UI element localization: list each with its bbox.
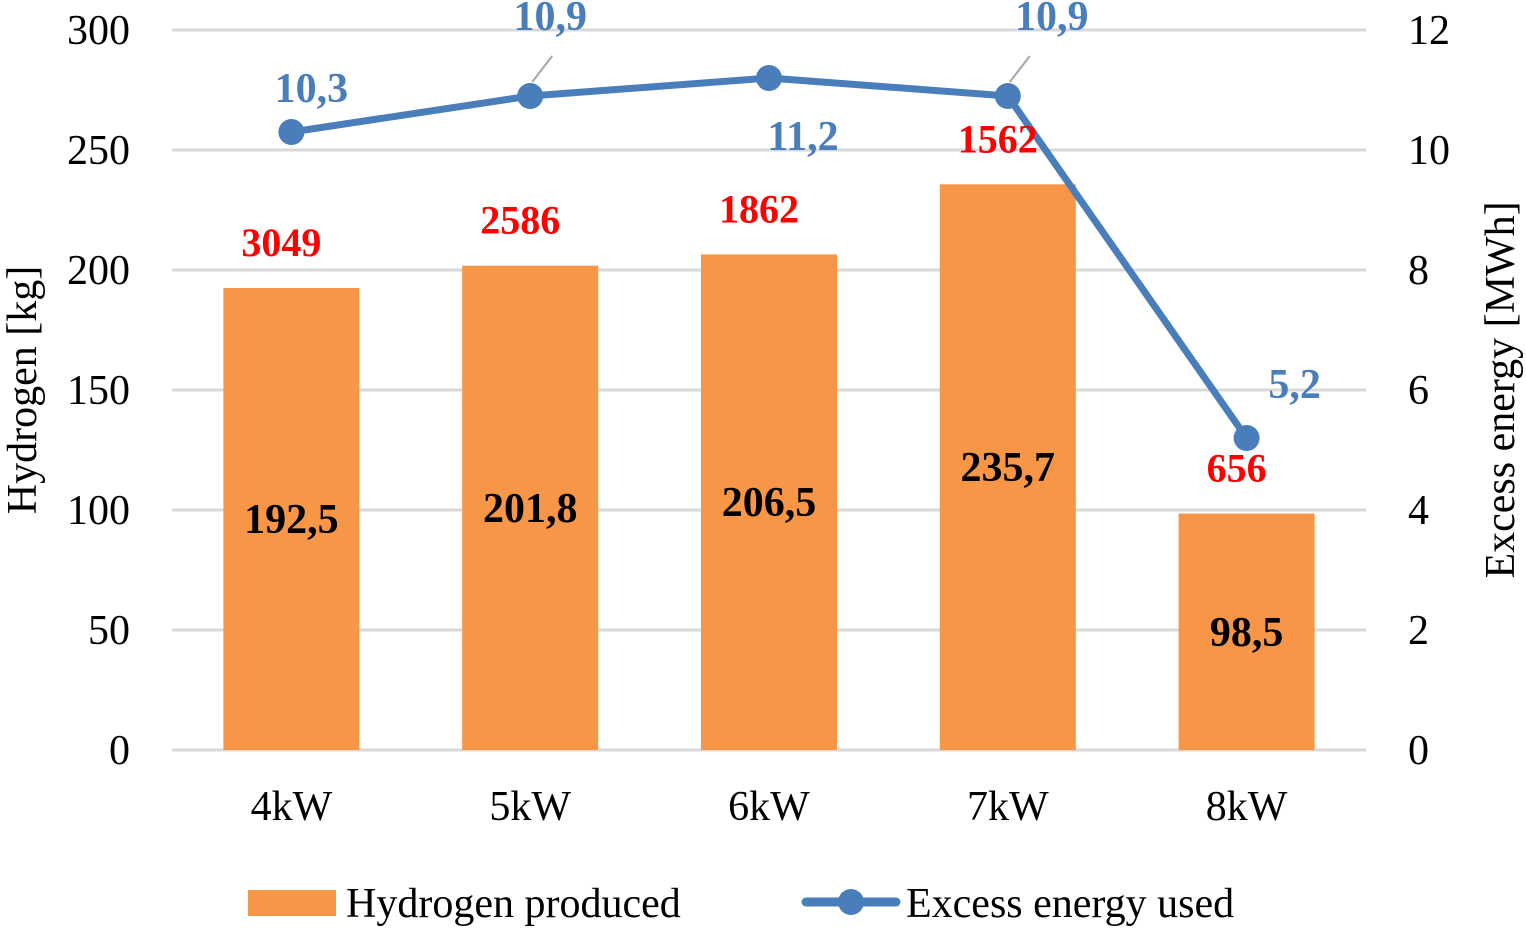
line-value-label: 10,9 [513,0,587,40]
x-axis-ticks: 4kW 5kW 6kW 7kW 8kW [251,784,1288,830]
bar [1178,513,1315,750]
bar [939,184,1076,750]
x-tick-label: 6kW [728,784,810,830]
y2-tick-label: 2 [1408,608,1429,654]
y2-tick-label: 0 [1408,728,1429,774]
legend-label-excess: Excess energy used [906,881,1234,927]
line-series [278,65,1260,451]
y-tick-label: 300 [67,8,130,54]
bar-value-label: 206,5 [722,480,817,526]
bars [223,184,1315,750]
bar-value-label: 235,7 [961,445,1056,491]
y2-tick-label: 4 [1408,488,1429,534]
legend-label-hydrogen: Hydrogen produced [346,881,681,927]
bar [223,288,360,750]
line-value-label: 10,9 [1015,0,1089,40]
left-axis-ticks: 0 50 100 150 200 250 300 [67,8,130,774]
bar-top-annotation: 656 [1207,446,1267,491]
bar [462,265,599,750]
excess-energy-point [756,65,782,91]
legend-swatch-excess-marker [838,889,864,915]
line-value-label: 5,2 [1268,362,1321,408]
y-axis-title: Hydrogen [kg] [0,266,46,514]
bar-top-annotation: 1562 [958,116,1038,161]
data-labels: 192,5 3049 201,8 2586 206,5 1862 235,7 1562 98,5… [241,0,1320,656]
line-value-label: 10,3 [275,66,349,112]
x-tick-label: 5kW [489,784,571,830]
y2-tick-label: 12 [1408,8,1450,54]
legend: Hydrogen produced Excess energy used [248,881,1234,927]
excess-energy-point [1233,425,1260,451]
y2-tick-label: 8 [1408,248,1429,294]
right-axis-ticks: 0 2 4 6 8 10 12 [1408,8,1450,774]
excess-energy-point [994,83,1021,109]
label-leader-line [531,55,553,83]
bar-value-label: 192,5 [244,497,339,543]
line-value-label: 11,2 [767,114,838,160]
x-tick-label: 4kW [251,784,333,830]
y-tick-label: 150 [67,368,130,414]
y2-tick-label: 6 [1408,368,1429,414]
excess-energy-point [517,83,544,109]
y-tick-label: 250 [67,128,130,174]
y-tick-label: 0 [109,728,130,774]
bar [701,254,837,750]
legend-swatch-hydrogen [248,890,336,916]
bar-top-annotation: 3049 [241,220,321,265]
y-tick-label: 50 [88,608,130,654]
y2-tick-label: 10 [1408,128,1450,174]
label-leader-line [1009,55,1031,83]
x-tick-label: 7kW [967,784,1049,830]
excess-energy-point [278,119,305,145]
bar-top-annotation: 2586 [480,198,560,243]
bar-value-label: 98,5 [1210,610,1284,656]
bar-value-label: 201,8 [483,486,578,532]
y-tick-label: 200 [67,248,130,294]
y-tick-label: 100 [67,488,130,534]
y2-axis-title: Excess energy [MWh] [1478,201,1524,578]
x-tick-label: 8kW [1206,784,1288,830]
bar-top-annotation: 1862 [719,186,799,231]
